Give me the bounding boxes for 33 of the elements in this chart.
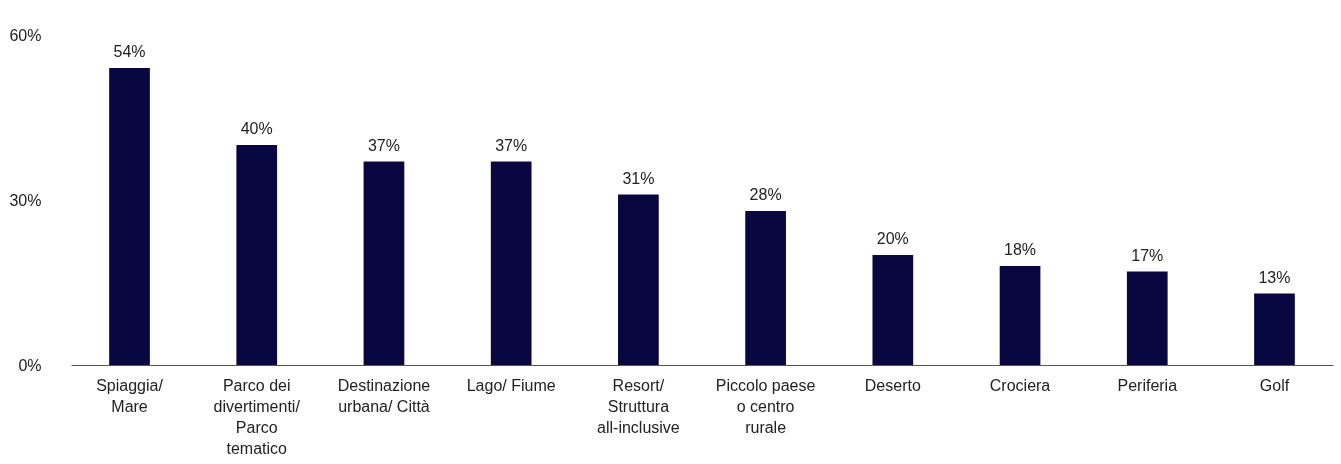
bar <box>1254 293 1295 365</box>
data-label: 54% <box>113 43 146 60</box>
bar <box>618 194 659 365</box>
y-tick-label: 30% <box>9 191 42 209</box>
data-label: 31% <box>622 169 655 187</box>
bar <box>999 266 1041 365</box>
data-label: 18% <box>1004 241 1037 258</box>
data-label: 13% <box>1258 268 1291 286</box>
bar <box>363 161 405 365</box>
bar <box>872 255 914 365</box>
bar <box>236 145 278 365</box>
x-tick-label: Spiaggia/ Mare <box>96 376 164 415</box>
bar <box>490 161 532 365</box>
x-tick-label: Deserto <box>864 376 921 394</box>
x-tick-label: Resort/ Struttura all-inclusive <box>597 376 680 436</box>
bar <box>745 211 786 365</box>
x-tick-label: Destinazione urbana/ Città <box>337 376 431 415</box>
x-tick-label: Golf <box>1259 376 1290 394</box>
data-label: 40% <box>240 120 273 137</box>
data-label: 17% <box>1131 246 1164 264</box>
y-tick-label: 60% <box>9 26 42 44</box>
bar <box>1126 271 1168 365</box>
bar <box>109 68 150 365</box>
x-tick-label: Crociera <box>989 376 1051 394</box>
data-label: 20% <box>876 230 909 247</box>
x-tick-label: Parco dei divertimenti/ Parco tematico <box>213 376 301 457</box>
y-tick-label: 0% <box>18 356 42 374</box>
x-tick-label: Periferia <box>1117 376 1178 394</box>
data-label: 28% <box>749 186 782 203</box>
data-label: 37% <box>495 136 528 154</box>
x-tick-label: Lago/ Fiume <box>466 376 556 394</box>
x-tick-label: Piccolo paese o centro rurale <box>715 376 816 436</box>
data-label: 37% <box>367 136 400 154</box>
